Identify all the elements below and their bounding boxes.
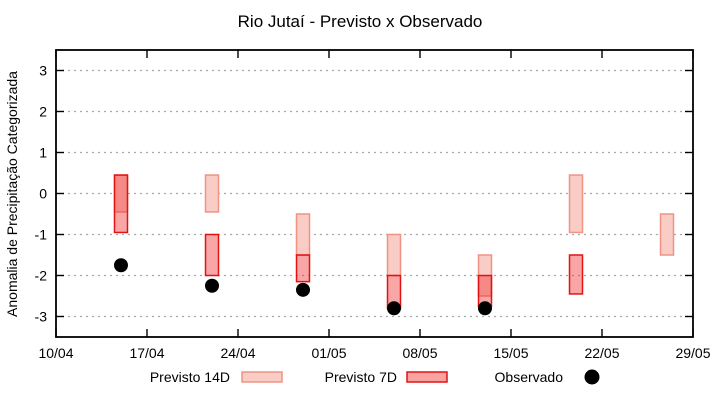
legend-swatch-previsto-14d	[241, 371, 283, 383]
previsto-14d-bar	[204, 174, 220, 213]
x-tick-label: 15/05	[493, 345, 528, 361]
observado-dot	[114, 258, 128, 273]
grid-layer	[56, 69, 693, 318]
legend: Previsto 14D Previsto 7D Observado	[150, 369, 600, 385]
observado-dot	[478, 301, 492, 316]
previsto-14d-bar	[295, 213, 311, 256]
chart-title: Rio Jutaí - Previsto x Observado	[238, 12, 483, 31]
x-tick-label: 10/04	[38, 345, 73, 361]
y-axis-title: Anomalia de Precipitação Categorizada	[4, 71, 20, 317]
legend-label-observado: Observado	[495, 369, 564, 385]
previsto-7d-bar	[204, 233, 220, 277]
y-tick-label: 3	[39, 63, 47, 79]
plot-border	[55, 49, 694, 338]
previsto-7d-bar	[113, 174, 129, 234]
x-tick-label: 08/05	[402, 345, 437, 361]
y-tick-label: 2	[39, 104, 47, 120]
previsto-7d-bar	[568, 254, 584, 295]
y-tick-label: -1	[35, 227, 48, 243]
x-tick-label: 17/04	[129, 345, 164, 361]
observado-dot	[387, 301, 401, 316]
bars-layer	[113, 174, 675, 316]
legend-swatch-observado	[584, 369, 600, 385]
observado-dot	[205, 278, 219, 293]
legend-label-previsto-7d: Previsto 7D	[325, 369, 397, 385]
y-tick-label: 0	[39, 186, 47, 202]
y-tick-label: -2	[35, 268, 48, 284]
previsto-7d-bar	[295, 254, 311, 283]
previsto-14d-bar	[386, 233, 402, 277]
x-tick-label: 24/04	[220, 345, 255, 361]
x-tick-label: 22/05	[584, 345, 619, 361]
y-tick-label: 1	[39, 145, 47, 161]
axis-layer: 3 2 1 0 -1 -2 -3 10/04 17/04 24/04 01/05 08/05 15/05…	[35, 49, 711, 361]
legend-label-previsto-14d: Previsto 14D	[150, 369, 230, 385]
x-tick-label: 01/05	[311, 345, 346, 361]
previsto-14d-bar	[659, 213, 675, 256]
previsto-14d-bar	[568, 174, 584, 234]
x-tick-label: 29/05	[675, 345, 710, 361]
legend-swatch-previsto-7d	[406, 371, 448, 383]
y-tick-label: -3	[35, 309, 48, 325]
observado-dot	[296, 282, 310, 297]
